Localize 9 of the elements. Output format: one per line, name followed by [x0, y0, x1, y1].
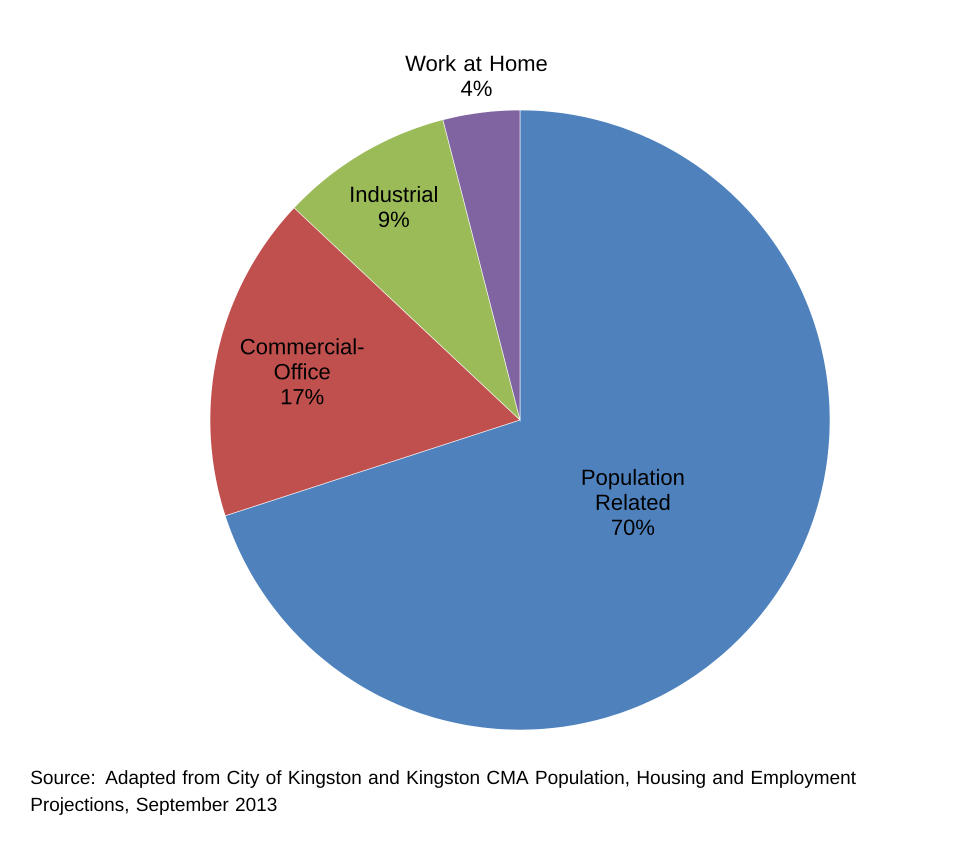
slice-label: Work at Home [405, 54, 547, 72]
slice-label: Commercial-Office [240, 338, 364, 380]
data-label: 4% [461, 80, 492, 96]
source-note: Source: Adapted from City of Kingston and Kingston CMA Population, Housing and Employment Projections, September 2013 [31, 770, 856, 815]
data-label: 17% [282, 388, 324, 404]
slice-label: Population Related [582, 468, 684, 510]
data-label: 70% [612, 519, 654, 536]
data-label: 9% [378, 212, 409, 228]
slice-label: Industrial [351, 186, 437, 202]
